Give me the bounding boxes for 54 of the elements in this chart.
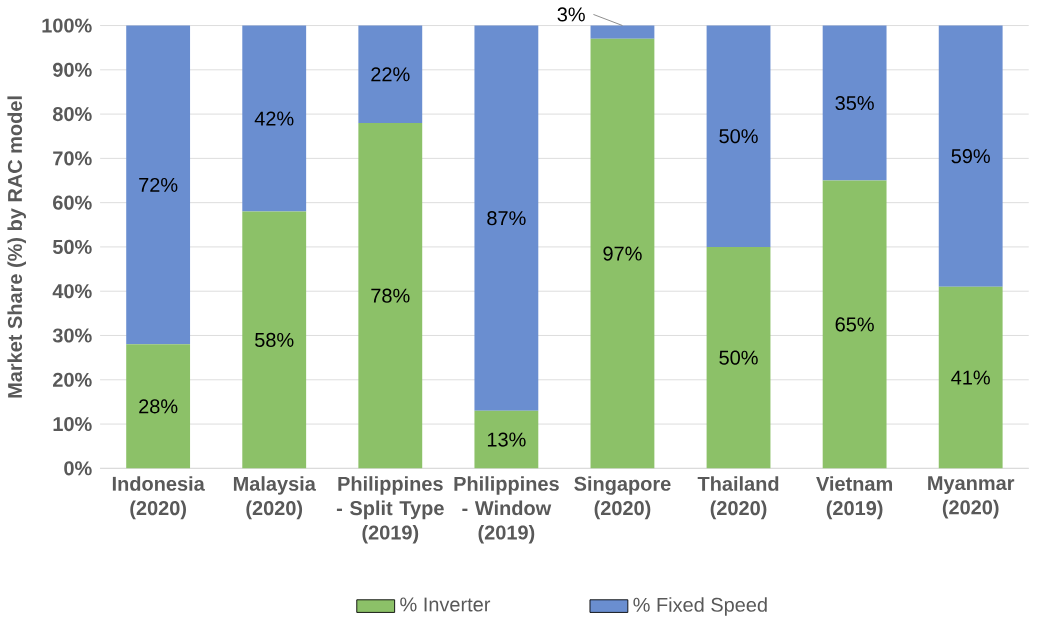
x-tick-label: Thailand (2020) — [697, 476, 779, 520]
bar — [126, 344, 191, 469]
data-label: 87% — [487, 211, 526, 226]
x-tick-label: Myanmar (2020) — [928, 476, 1015, 519]
bar — [126, 25, 191, 345]
y-axis-title: Market Share (%) by RAC model — [7, 96, 26, 398]
bar — [822, 180, 887, 469]
data-label: 78% — [371, 288, 410, 303]
x-tick-label: Philippines - Window (2019) — [454, 476, 559, 544]
bar — [706, 25, 771, 247]
bar — [474, 410, 539, 469]
y-tick-label: 30% — [52, 328, 92, 343]
data-label: 28% — [139, 399, 178, 414]
data-label: 59% — [951, 149, 990, 164]
bar — [242, 25, 307, 212]
x-tick-label: Singapore (2020) — [574, 476, 671, 520]
x-tick-label: Vietnam (2019) — [816, 476, 893, 520]
data-label: 50% — [719, 350, 758, 365]
data-label: 97% — [603, 246, 642, 261]
data-label: 22% — [371, 67, 410, 82]
y-tick-label: 50% — [52, 239, 92, 255]
y-tick-label: 20% — [53, 372, 92, 387]
bar — [706, 246, 771, 469]
y-tick-label: 80% — [52, 107, 92, 122]
y-tick-label: 10% — [53, 417, 92, 432]
data-label: 58% — [255, 332, 294, 348]
y-tick-label: 60% — [53, 195, 92, 210]
y-tick-label: 90% — [53, 62, 92, 77]
bar — [822, 25, 887, 181]
bar — [590, 38, 655, 469]
x-tick-label: Philippines - Split Type (2019) — [336, 476, 444, 544]
bar — [590, 25, 655, 39]
legend-label: % Inverter — [400, 597, 491, 612]
bar — [938, 25, 1003, 287]
y-tick-label: 70% — [53, 151, 92, 166]
data-label: 50% — [719, 129, 758, 144]
y-tick-label: 0% — [64, 461, 92, 476]
bar — [358, 25, 423, 123]
y-tick-label: 40% — [52, 284, 92, 299]
data-label: 35% — [835, 95, 874, 111]
y-tick-label: 100% — [42, 18, 92, 33]
x-tick-label: Indonesia (2020) — [112, 476, 205, 520]
data-label: 3% — [557, 7, 585, 22]
bar — [938, 286, 1003, 469]
data-label: 42% — [254, 111, 294, 126]
data-label: 13% — [487, 432, 526, 447]
bar — [474, 25, 539, 411]
data-label: 65% — [835, 317, 874, 332]
data-label: 41% — [951, 370, 990, 385]
legend-label: % Fixed Speed — [633, 597, 767, 616]
bar — [242, 211, 307, 469]
bar — [358, 122, 423, 469]
x-tick-label: Malaysia (2020) — [233, 476, 316, 520]
data-label: 72% — [139, 177, 178, 192]
